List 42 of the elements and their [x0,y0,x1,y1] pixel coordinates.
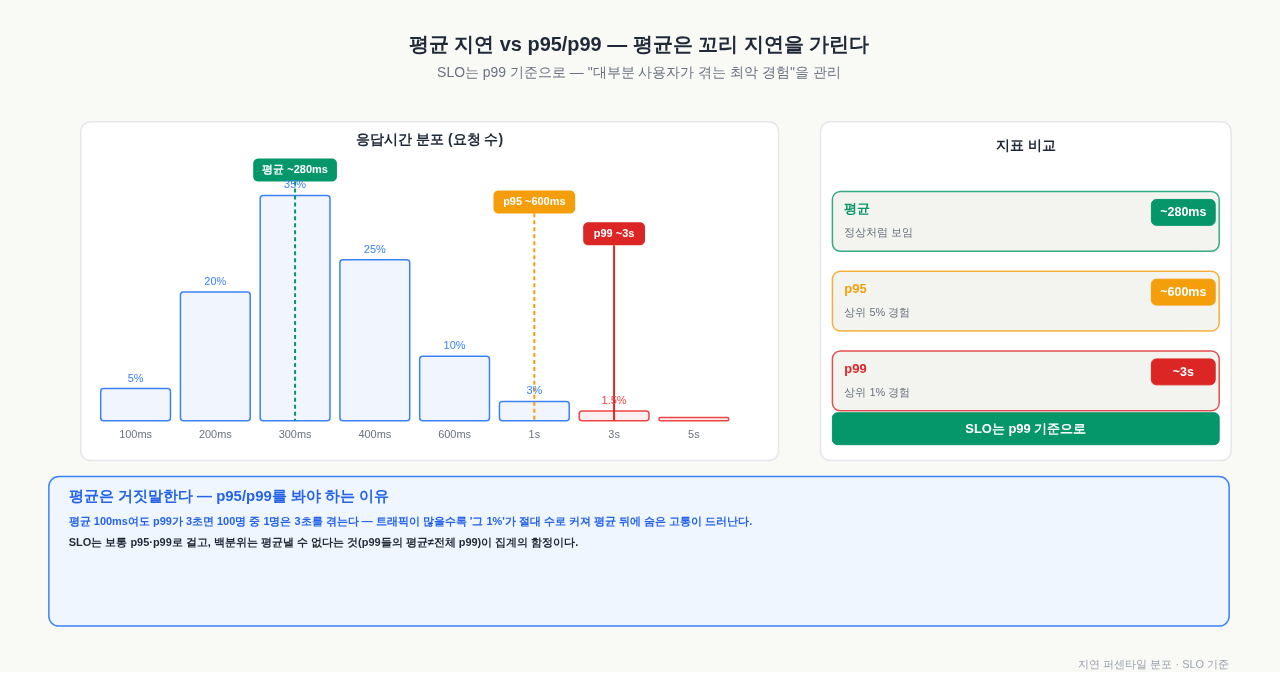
text: 평균 [844,201,871,217]
text: 지연 퍼센타일 분포 · SLO 기준 [1078,657,1230,670]
x-tick-label: 600ms [438,428,472,441]
data-label: 35% [284,178,307,191]
data-label: 25% [363,242,387,255]
chart-title: 응답시간 분포 (요청 수) [356,130,504,147]
x-tick-label: 400ms [358,428,392,441]
ref-line-label: p99 ~3s [593,226,635,239]
x-tick-label: 100ms [119,428,153,441]
bar [498,400,570,422]
text: ~3s [1172,364,1194,379]
text: 상위 5% 경험 [844,306,911,319]
x-tick-label: 5s [688,428,701,441]
text: p99 [844,360,867,376]
x-tick-label: 200ms [198,428,233,441]
text: ~280ms [1160,205,1207,220]
text: ~600ms [1160,285,1207,300]
bar [259,194,331,422]
text: SLO는 p99 기준으로 — "대부분 사용자가 겪는 최악 경험"을 관리 [437,63,841,80]
text: p95 [844,281,867,297]
text: 상위 1% 경험 [844,385,911,398]
bar [578,410,650,422]
data-label: 3% [526,384,543,397]
bar [418,355,491,422]
x-tick-label: 300ms [278,428,313,441]
x-tick-label: 1s [528,428,541,441]
ref-line-label: 평균 ~280ms [262,163,328,176]
text: 평균 지연 vs p95/p99 — 평균은 꼬리 지연을 가린다 [408,32,870,55]
x-tick-label: 3s [608,428,621,441]
text: SLO는 p99 기준으로 [965,420,1087,436]
bar [99,387,172,422]
data-label: 20% [204,275,227,288]
text: SLO는 보통 p95·p99로 걸고, 백분위는 평균낼 수 없다는 것(p99들의 평균≠전체 p99)이 집계의 함정이다. [68,536,579,549]
bar [179,291,251,422]
text: 정상처럼 보임 [844,226,914,239]
data-label: 5% [127,371,144,384]
text: 평균은 거짓말한다 — p95/p99를 봐야 하는 이유 [68,487,390,505]
text: 지표 비교 [995,136,1056,153]
data-label: 10% [443,339,466,352]
text: 평균 100ms여도 p99가 3초면 100명 중 1명은 3초를 겪는다 — 트래픽이 많을수록 '그 1%'가 절대 수로 커져 평균 뒤에 숨은 고통이 드러난다. [68,515,753,529]
ref-line-label: p95 ~600ms [503,194,566,207]
bar [339,259,411,422]
